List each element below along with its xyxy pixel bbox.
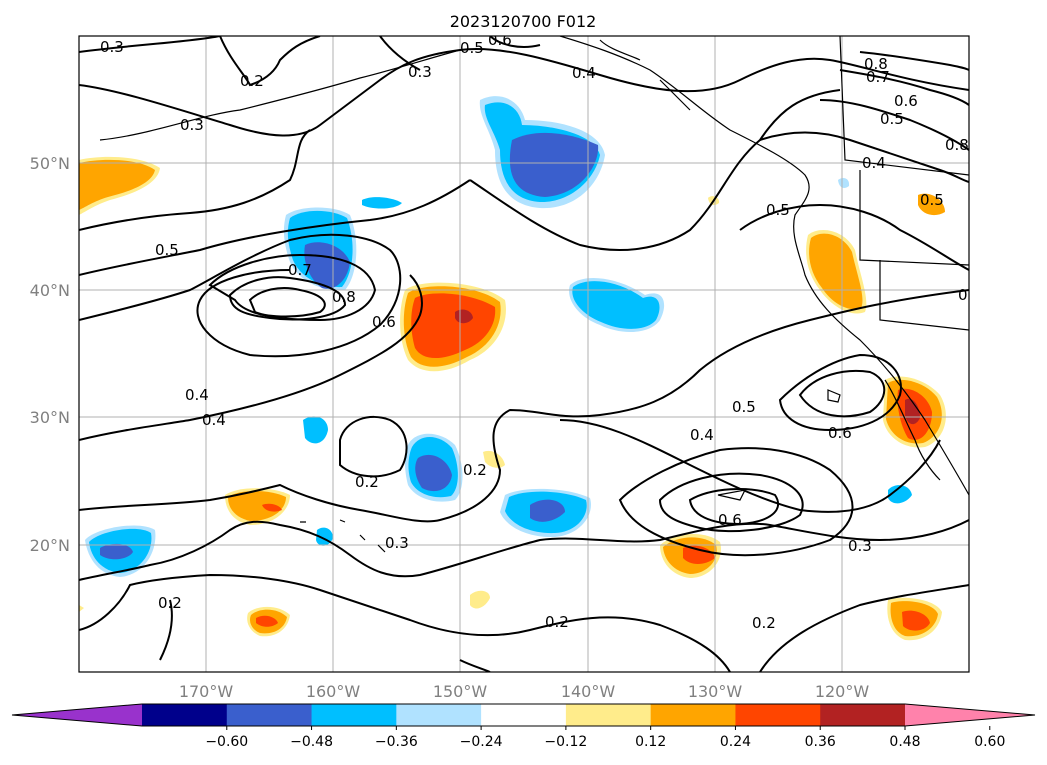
contour-label: 0.5 bbox=[732, 398, 756, 416]
colorbar-tick-label: −0.60 bbox=[205, 734, 248, 750]
negative-anomaly-shading bbox=[85, 96, 912, 577]
map-area: 0.3 0.2 0.3 0.5 0.6 0.3 0.4 0.8 0.7 0.6 … bbox=[79, 31, 982, 672]
contour-lines bbox=[79, 36, 969, 672]
lon-tick-label: 150°W bbox=[433, 682, 488, 701]
colorbar-segment bbox=[142, 704, 228, 726]
lat-tick-label: 50°N bbox=[30, 154, 70, 173]
contour-label: 0.7 bbox=[288, 261, 312, 279]
contour-label: 0.3 bbox=[180, 116, 204, 134]
contour-label: 0.3 bbox=[848, 537, 872, 555]
lat-tick-label: 40°N bbox=[30, 281, 70, 300]
lat-tick-label: 20°N bbox=[30, 536, 70, 555]
contour-label: 0.3 bbox=[408, 63, 432, 81]
contour-label: 0.2 bbox=[240, 72, 264, 90]
lon-tick-label: 120°W bbox=[815, 682, 870, 701]
colorbar-segment bbox=[650, 704, 736, 726]
contour-label: 0.6 bbox=[488, 31, 512, 49]
colorbar-segment bbox=[481, 704, 567, 726]
lon-tick-label: 130°W bbox=[688, 682, 743, 701]
colorbar-outline bbox=[11, 703, 1036, 727]
colorbar-segment bbox=[565, 704, 652, 726]
contour-labels: 0.3 0.2 0.3 0.5 0.6 0.3 0.4 0.8 0.7 0.6 … bbox=[100, 31, 982, 632]
contour-label: 0.5 bbox=[880, 110, 904, 128]
contour-label: 0.5 bbox=[460, 39, 484, 57]
graticule bbox=[79, 36, 969, 672]
colorbar-tick-label: 0.12 bbox=[635, 734, 666, 750]
contour-label: 0.3 bbox=[958, 286, 982, 304]
contour-label: 0.8 bbox=[864, 55, 888, 73]
longitude-labels: 170°W 160°W 150°W 140°W 130°W 120°W bbox=[179, 682, 870, 701]
contour-label: 0.4 bbox=[572, 64, 596, 82]
contour-label: 0.5 bbox=[766, 201, 790, 219]
contour-label: 0.2 bbox=[545, 613, 569, 631]
colorbar-tick-label: −0.12 bbox=[544, 734, 587, 750]
colorbar-tick-label: −0.24 bbox=[460, 734, 503, 750]
contour-label: 0.6 bbox=[718, 511, 742, 529]
map-frame bbox=[78, 35, 970, 673]
colorbar-segment bbox=[396, 704, 482, 726]
contour-label: 0.2 bbox=[463, 461, 487, 479]
lon-tick-label: 170°W bbox=[179, 682, 234, 701]
colorbar: −0.60 −0.48 −0.36 −0.24 −0.12 0.12 0.24 0.36 0.4… bbox=[11, 703, 1036, 750]
contour-label: 0.3 bbox=[385, 534, 409, 552]
lat-tick-label: 30°N bbox=[30, 408, 70, 427]
colorbar-extend-max bbox=[905, 704, 1035, 726]
contour-label: 0.7 bbox=[866, 68, 890, 86]
colorbar-tick-label: 0.60 bbox=[974, 734, 1005, 750]
colorbar-extend-min bbox=[12, 704, 142, 726]
lon-tick-label: 140°W bbox=[561, 682, 616, 701]
colorbar-tick-label: 0.24 bbox=[720, 734, 751, 750]
contour-label: 0.4 bbox=[202, 411, 226, 429]
colorbar-segment bbox=[735, 704, 821, 726]
contour-label: 0.8 bbox=[945, 136, 969, 154]
latitude-labels: 50°N 40°N 30°N 20°N bbox=[30, 154, 70, 555]
lon-tick-label: 160°W bbox=[306, 682, 361, 701]
colorbar-segment bbox=[820, 704, 906, 726]
contour-label: 0.3 bbox=[100, 38, 124, 56]
colorbar-tick-label: 0.48 bbox=[889, 734, 920, 750]
colorbar-segment bbox=[311, 704, 397, 726]
map-title: 2023120700 F012 bbox=[450, 12, 597, 31]
contour-label: 0.2 bbox=[752, 614, 776, 632]
contour-label: 0.4 bbox=[185, 386, 209, 404]
contour-label: 0.6 bbox=[372, 313, 396, 331]
contour-label: 0.6 bbox=[828, 424, 852, 442]
contour-label: 0.2 bbox=[158, 594, 182, 612]
contour-label: 0.4 bbox=[690, 426, 714, 444]
contour-label: 0.6 bbox=[894, 92, 918, 110]
colorbar-tick-label: −0.48 bbox=[290, 734, 333, 750]
contour-label: 0.4 bbox=[862, 154, 886, 172]
contour-label: 0.8 bbox=[332, 288, 356, 306]
contour-label: 0.5 bbox=[920, 191, 944, 209]
contour-label: 0.2 bbox=[355, 473, 379, 491]
colorbar-tick-label: −0.36 bbox=[375, 734, 418, 750]
colorbar-tick-label: 0.36 bbox=[805, 734, 836, 750]
contour-label: 0.5 bbox=[155, 241, 179, 259]
colorbar-segment bbox=[226, 704, 313, 726]
positive-anomaly-shading bbox=[79, 156, 946, 641]
